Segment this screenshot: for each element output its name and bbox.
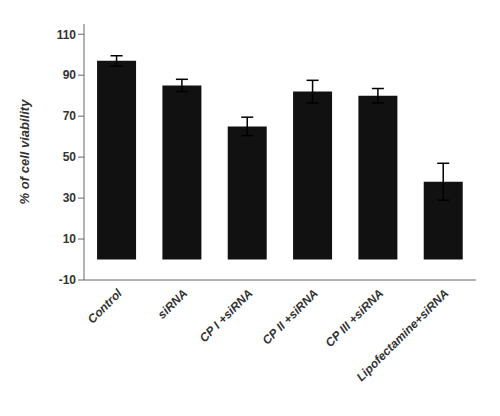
svg-text:30: 30 [63,191,77,205]
svg-text:Control: Control [85,286,126,327]
svg-text:CP II +siRNA: CP II +siRNA [260,286,321,347]
svg-text:siRNA: siRNA [155,286,190,321]
svg-text:10: 10 [63,232,77,246]
svg-text:-10: -10 [59,273,77,287]
svg-text:90: 90 [63,68,77,82]
svg-text:% of cell viability: % of cell viability [17,99,32,205]
svg-text:110: 110 [57,28,77,42]
svg-text:CP III +siRNA: CP III +siRNA [323,286,387,350]
svg-text:CP I +siRNA: CP I +siRNA [197,286,256,345]
svg-text:Lipofectamine+siRNA: Lipofectamine+siRNA [354,286,452,384]
svg-text:50: 50 [63,150,77,164]
svg-text:70: 70 [63,109,77,123]
